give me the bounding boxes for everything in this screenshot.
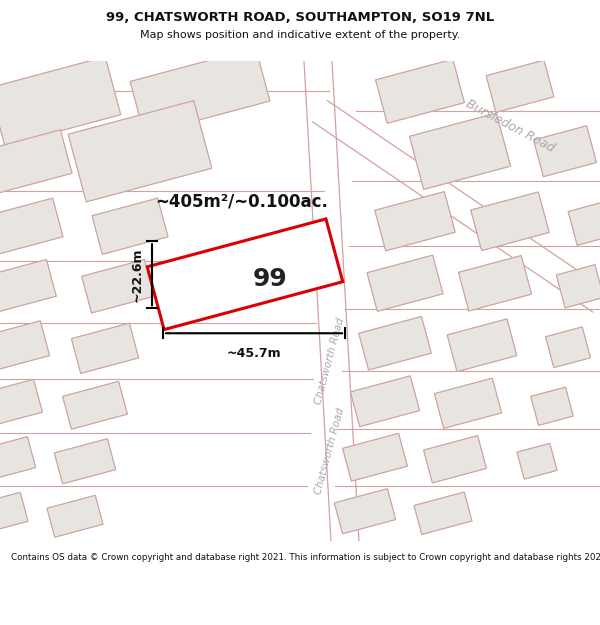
Polygon shape — [434, 378, 502, 428]
Polygon shape — [447, 319, 517, 372]
Polygon shape — [350, 376, 419, 427]
Text: Chatsworth Road: Chatsworth Road — [314, 407, 346, 496]
Polygon shape — [0, 198, 63, 254]
Text: Contains OS data © Crown copyright and database right 2021. This information is : Contains OS data © Crown copyright and d… — [11, 554, 600, 562]
Polygon shape — [82, 259, 154, 313]
Text: ~405m²/~0.100ac.: ~405m²/~0.100ac. — [155, 192, 328, 210]
Polygon shape — [533, 126, 596, 177]
Polygon shape — [409, 113, 511, 189]
Polygon shape — [0, 379, 43, 427]
Polygon shape — [531, 387, 573, 426]
Polygon shape — [0, 492, 28, 534]
Polygon shape — [376, 59, 464, 123]
Polygon shape — [486, 60, 554, 112]
Polygon shape — [375, 192, 455, 251]
Polygon shape — [424, 436, 487, 483]
Polygon shape — [367, 255, 443, 311]
Polygon shape — [471, 192, 549, 251]
Polygon shape — [0, 57, 121, 146]
Text: 99: 99 — [253, 268, 287, 291]
Polygon shape — [313, 101, 600, 312]
Polygon shape — [414, 492, 472, 534]
Polygon shape — [0, 130, 72, 192]
Polygon shape — [147, 219, 343, 329]
Text: 99, CHATSWORTH ROAD, SOUTHAMPTON, SO19 7NL: 99, CHATSWORTH ROAD, SOUTHAMPTON, SO19 7… — [106, 11, 494, 24]
Polygon shape — [0, 321, 50, 372]
Text: Map shows position and indicative extent of the property.: Map shows position and indicative extent… — [140, 30, 460, 40]
Polygon shape — [130, 48, 270, 134]
Polygon shape — [71, 323, 139, 373]
Polygon shape — [0, 437, 36, 482]
Polygon shape — [343, 433, 407, 481]
Polygon shape — [359, 316, 431, 370]
Polygon shape — [556, 264, 600, 308]
Polygon shape — [304, 61, 359, 541]
Polygon shape — [458, 256, 532, 311]
Polygon shape — [92, 198, 168, 254]
Polygon shape — [0, 259, 56, 313]
Text: Bursledon Road: Bursledon Road — [463, 98, 557, 155]
Text: ~22.6m: ~22.6m — [131, 248, 144, 302]
Text: Chatsworth Road: Chatsworth Road — [314, 317, 346, 406]
Polygon shape — [568, 201, 600, 246]
Polygon shape — [54, 439, 116, 484]
Polygon shape — [47, 495, 103, 538]
Polygon shape — [517, 443, 557, 479]
Polygon shape — [545, 327, 590, 367]
Polygon shape — [334, 489, 396, 534]
Polygon shape — [68, 101, 212, 202]
Text: ~45.7m: ~45.7m — [227, 348, 281, 360]
Polygon shape — [62, 381, 127, 429]
